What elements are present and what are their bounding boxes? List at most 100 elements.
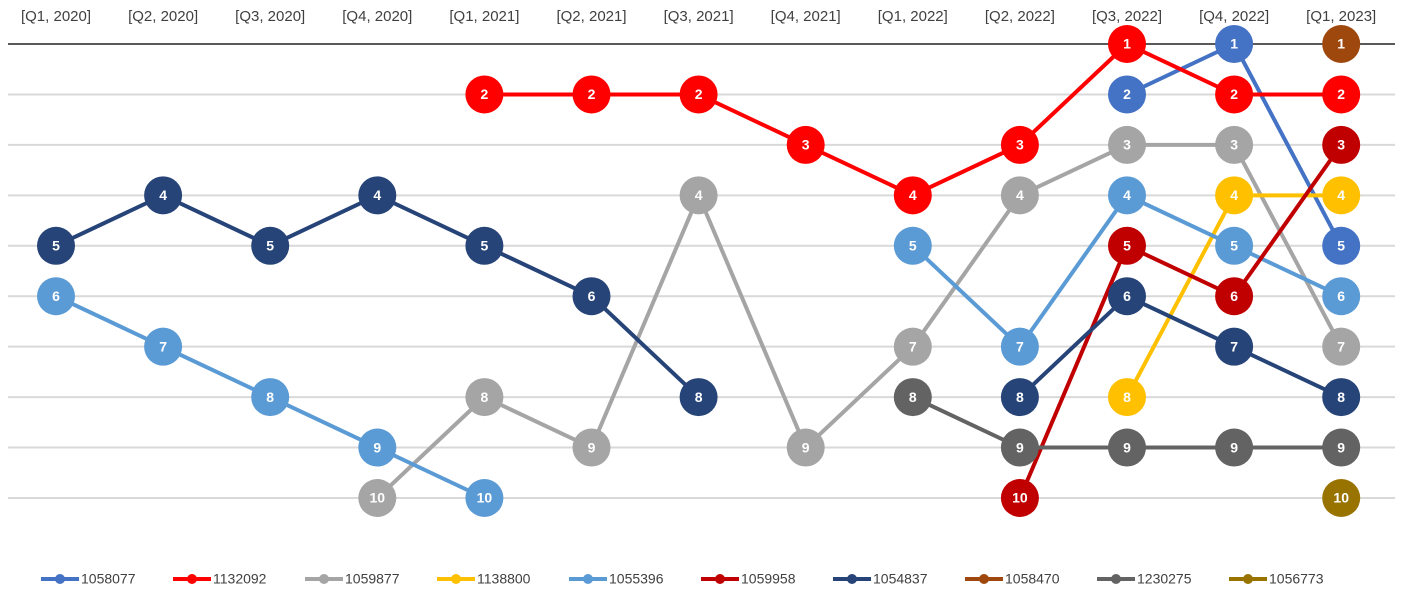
- rank-marker: [893, 226, 932, 265]
- x-tick-label: [Q3, 2022]: [1092, 8, 1162, 25]
- rank-marker: [893, 176, 932, 215]
- data-label: 5: [52, 237, 60, 253]
- data-label: 9: [1016, 439, 1024, 455]
- legend-marker: [1111, 574, 1121, 584]
- legend-label: 1059958: [741, 571, 796, 587]
- data-label: 9: [588, 439, 596, 455]
- data-label: 3: [802, 137, 810, 153]
- x-tick-label: [Q1, 2022]: [878, 8, 948, 25]
- rank-marker: [786, 428, 825, 467]
- data-label: 2: [1230, 86, 1238, 102]
- rank-marker: [572, 75, 611, 114]
- legend-marker: [187, 574, 197, 584]
- data-label: 8: [1016, 389, 1024, 405]
- rank-marker: [679, 378, 718, 417]
- rank-marker: [1215, 75, 1254, 114]
- data-label: 3: [1123, 137, 1131, 153]
- rank-marker: [1108, 176, 1146, 215]
- x-tick-label: [Q4, 2021]: [771, 8, 841, 25]
- rank-marker: [1215, 428, 1254, 467]
- legend-marker: [1243, 574, 1253, 584]
- rank-marker: [465, 75, 504, 114]
- rank-marker: [37, 226, 75, 265]
- data-label: 10: [370, 490, 386, 506]
- legend-label: 1058470: [1005, 571, 1060, 587]
- rank-marker: [679, 75, 718, 114]
- x-tick-label: [Q2, 2022]: [985, 8, 1055, 25]
- data-label: 6: [588, 288, 596, 304]
- rank-marker: [1000, 378, 1039, 417]
- data-label: 7: [159, 338, 167, 354]
- rank-marker: [1215, 226, 1254, 265]
- legend-label: 1054837: [873, 571, 928, 587]
- data-label: 5: [1123, 237, 1131, 253]
- x-tick-label: [Q2, 2021]: [556, 8, 626, 25]
- data-label: 10: [1333, 490, 1349, 506]
- x-tick-label: [Q3, 2020]: [235, 8, 305, 25]
- rank-marker: [465, 479, 504, 517]
- data-label: 9: [373, 439, 381, 455]
- rank-marker: [144, 176, 183, 215]
- rank-marker: [893, 378, 932, 417]
- rank-marker: [1322, 428, 1361, 467]
- legend-label: 1132092: [213, 571, 267, 587]
- rank-marker: [1322, 176, 1361, 215]
- data-label: 4: [909, 187, 917, 203]
- x-tick-label: [Q1, 2023]: [1306, 8, 1376, 25]
- data-label: 4: [695, 187, 703, 203]
- data-label: 5: [1337, 237, 1345, 253]
- rank-marker: [358, 479, 397, 517]
- data-label: 7: [1337, 338, 1345, 354]
- data-label: 5: [909, 237, 917, 253]
- rank-marker: [1108, 226, 1146, 265]
- rank-marker: [1000, 479, 1039, 517]
- rank-marker: [358, 428, 397, 467]
- rank-marker: [1322, 25, 1361, 63]
- data-label: 2: [588, 86, 596, 102]
- rank-marker: [465, 226, 504, 265]
- data-label: 8: [266, 389, 274, 405]
- data-label: 2: [481, 86, 489, 102]
- x-tick-label: [Q4, 2022]: [1199, 8, 1269, 25]
- rank-marker: [1108, 428, 1146, 467]
- rank-marker: [1215, 277, 1254, 316]
- data-label: 8: [1123, 389, 1131, 405]
- legend-label: 1058077: [81, 571, 136, 587]
- rank-marker: [1322, 75, 1361, 114]
- data-label: 1: [1123, 36, 1131, 52]
- rank-marker: [1000, 125, 1039, 164]
- data-label: 4: [373, 187, 381, 203]
- legend-label: 1138800: [477, 571, 531, 587]
- rank-marker: [1000, 327, 1039, 366]
- x-tick-label: [Q3, 2021]: [664, 8, 734, 25]
- rank-marker: [251, 226, 290, 265]
- legend-label: 1230275: [1137, 571, 1192, 587]
- data-label: 3: [1016, 137, 1024, 153]
- legend-marker: [847, 574, 857, 584]
- rank-marker: [572, 428, 611, 467]
- rank-marker: [1322, 327, 1361, 366]
- rank-marker: [1215, 327, 1254, 366]
- rank-marker: [1322, 479, 1361, 517]
- data-label: 2: [1337, 86, 1345, 102]
- rank-marker: [358, 176, 397, 215]
- data-label: 6: [1123, 288, 1131, 304]
- legend-label: 1056773: [1269, 571, 1324, 587]
- legend-label: 1055396: [609, 571, 664, 587]
- rank-marker: [1215, 125, 1254, 164]
- data-label: 6: [1230, 288, 1238, 304]
- x-tick-label: [Q4, 2020]: [342, 8, 412, 25]
- legend-marker: [55, 574, 65, 584]
- legend-marker: [451, 574, 461, 584]
- data-label: 7: [1016, 338, 1024, 354]
- data-label: 3: [1337, 137, 1345, 153]
- data-label: 9: [802, 439, 810, 455]
- data-label: 4: [159, 187, 167, 203]
- rank-marker: [144, 327, 183, 366]
- rank-marker: [679, 176, 718, 215]
- data-label: 8: [909, 389, 917, 405]
- data-label: 5: [266, 237, 274, 253]
- data-label: 7: [909, 338, 917, 354]
- rank-marker: [251, 378, 290, 417]
- rank-marker: [1215, 25, 1254, 63]
